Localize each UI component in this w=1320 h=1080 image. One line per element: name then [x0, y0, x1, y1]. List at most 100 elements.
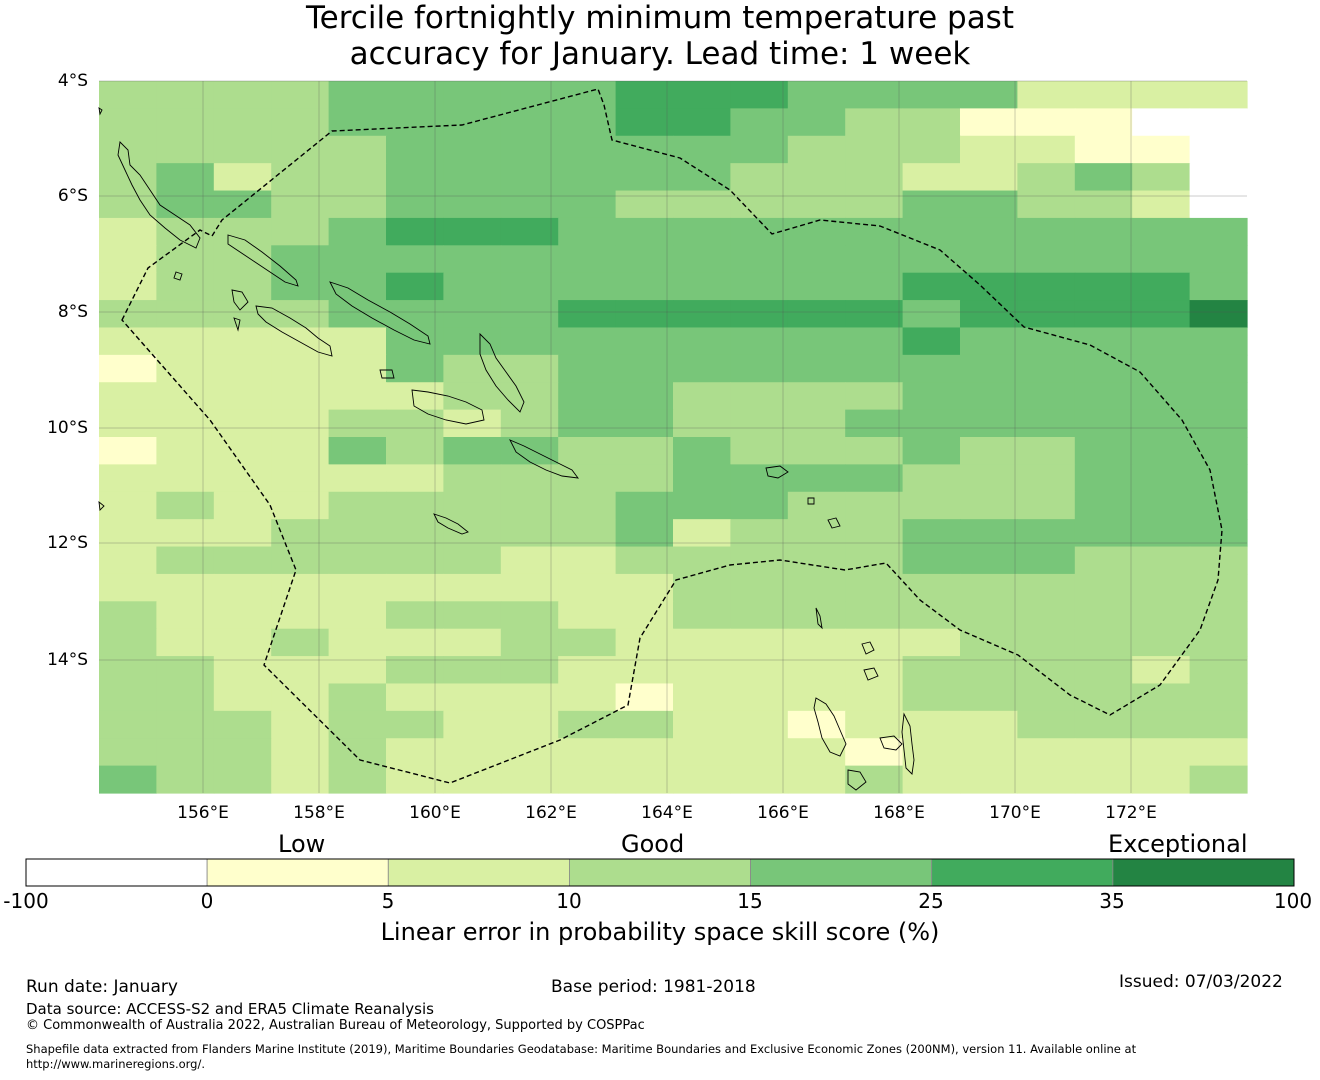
grid-cell	[386, 272, 444, 301]
grid-cell	[1074, 327, 1133, 356]
grid-cell	[386, 710, 444, 739]
colorbar-tick: 10	[556, 889, 582, 913]
grid-cell	[960, 81, 1018, 109]
grid-cell	[213, 464, 272, 493]
grid-cell	[99, 382, 157, 411]
grid-cell	[558, 573, 617, 602]
grid-cell	[960, 573, 1018, 602]
grid-cell	[673, 327, 731, 356]
grid-cell	[787, 135, 846, 164]
grid-cell	[443, 683, 502, 712]
grid-cell	[213, 272, 272, 301]
grid-cell	[500, 327, 559, 356]
grid-cell	[730, 573, 789, 602]
grid-cell	[443, 573, 502, 602]
grid-cell	[615, 573, 674, 602]
grid-cell	[730, 409, 789, 438]
island-small-8	[98, 500, 105, 511]
grid-cell	[386, 245, 444, 274]
grid-cell	[386, 409, 444, 438]
grid-cell	[328, 656, 387, 685]
grid-cell	[386, 519, 444, 548]
grid-cell	[845, 464, 904, 493]
grid-cell	[1017, 135, 1076, 164]
grid-cell	[1189, 656, 1248, 685]
grid-cell	[787, 519, 846, 548]
grid-cell	[99, 354, 157, 383]
grid-cell	[328, 519, 387, 548]
grid-cell	[1189, 409, 1248, 438]
grid-cell	[787, 354, 846, 383]
grid-cell	[960, 108, 1018, 137]
category-low: Low	[278, 830, 326, 858]
grid-cell	[386, 628, 444, 657]
grid-cell	[787, 710, 846, 739]
grid-cell	[558, 546, 617, 575]
grid-cell	[271, 738, 330, 767]
grid-cell	[615, 464, 674, 493]
grid-cell	[500, 491, 559, 520]
grid-cell	[558, 519, 617, 548]
grid-cell	[960, 738, 1018, 767]
grid-cell	[902, 190, 961, 219]
grid-cell	[1132, 135, 1191, 164]
grid-cell	[1189, 135, 1248, 164]
grid-cell	[845, 656, 904, 685]
grid-cell	[845, 409, 904, 438]
grid-cell	[213, 437, 272, 465]
grid-cell	[443, 135, 502, 164]
grid-cell	[1074, 546, 1133, 575]
graticule	[99, 80, 1247, 793]
grid-cell	[902, 491, 961, 520]
grid-cell	[99, 683, 157, 712]
grid-cell	[1017, 327, 1076, 356]
grid-cell	[558, 354, 617, 383]
grid-cell	[271, 300, 330, 329]
grid-cell	[615, 765, 674, 794]
grid-cell	[1132, 683, 1191, 712]
grid-cell	[1189, 108, 1248, 137]
grid-cell	[271, 765, 330, 794]
grid-cell	[271, 190, 330, 219]
grid-cell	[328, 437, 387, 465]
grid-cell	[1017, 601, 1076, 630]
grid-cell	[156, 765, 215, 794]
grid-cell	[1017, 163, 1076, 192]
grid-cell	[615, 601, 674, 630]
grid-cell	[443, 628, 502, 657]
grid-cell	[902, 738, 961, 767]
grid-cell	[1074, 628, 1133, 657]
grid-cell	[386, 327, 444, 356]
grid-cell	[99, 738, 157, 767]
grid-cell	[271, 628, 330, 657]
grid-cell	[845, 628, 904, 657]
grid-cell	[156, 327, 215, 356]
grid-cell	[673, 300, 731, 329]
grid-cell	[1074, 765, 1133, 794]
grid-cell	[845, 190, 904, 219]
grid-cell	[787, 738, 846, 767]
grid-cell	[902, 546, 961, 575]
grid-cell	[787, 217, 846, 246]
grid-cell	[271, 382, 330, 411]
grid-cell	[99, 765, 157, 794]
grid-cell	[328, 710, 387, 739]
grid-cell	[902, 108, 961, 137]
grid-cell	[443, 382, 502, 411]
grid-cell	[328, 272, 387, 301]
lat-label: 6°S	[57, 186, 88, 206]
grid-cell	[558, 272, 617, 301]
grid-cell	[1189, 601, 1248, 630]
grid-cell	[271, 327, 330, 356]
title-line-1: Tercile fortnightly minimum temperature …	[306, 0, 1014, 36]
grid-cell	[386, 354, 444, 383]
grid-cell	[213, 382, 272, 411]
grid-cell	[156, 710, 215, 739]
grid-cell	[960, 354, 1018, 383]
grid-cell	[615, 409, 674, 438]
grid-cell	[1017, 217, 1076, 246]
colorbar-segment	[206, 858, 389, 887]
grid-cell	[558, 656, 617, 685]
grid-cell	[386, 190, 444, 219]
